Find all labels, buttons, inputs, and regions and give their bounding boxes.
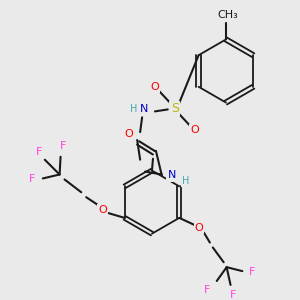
Text: O: O [190,125,199,135]
Text: N: N [167,170,176,181]
Text: N: N [140,104,148,114]
Text: O: O [124,129,133,139]
Text: F: F [36,147,42,157]
Text: O: O [151,82,159,92]
Text: F: F [249,267,255,277]
Text: F: F [29,174,35,184]
Text: S: S [171,102,178,115]
Text: F: F [60,141,67,151]
Text: F: F [230,290,237,300]
Text: H: H [130,104,137,114]
Text: CH₃: CH₃ [218,10,238,20]
Text: F: F [204,285,210,295]
Text: H: H [182,176,189,186]
Text: O: O [99,205,107,215]
Text: O: O [195,223,203,233]
